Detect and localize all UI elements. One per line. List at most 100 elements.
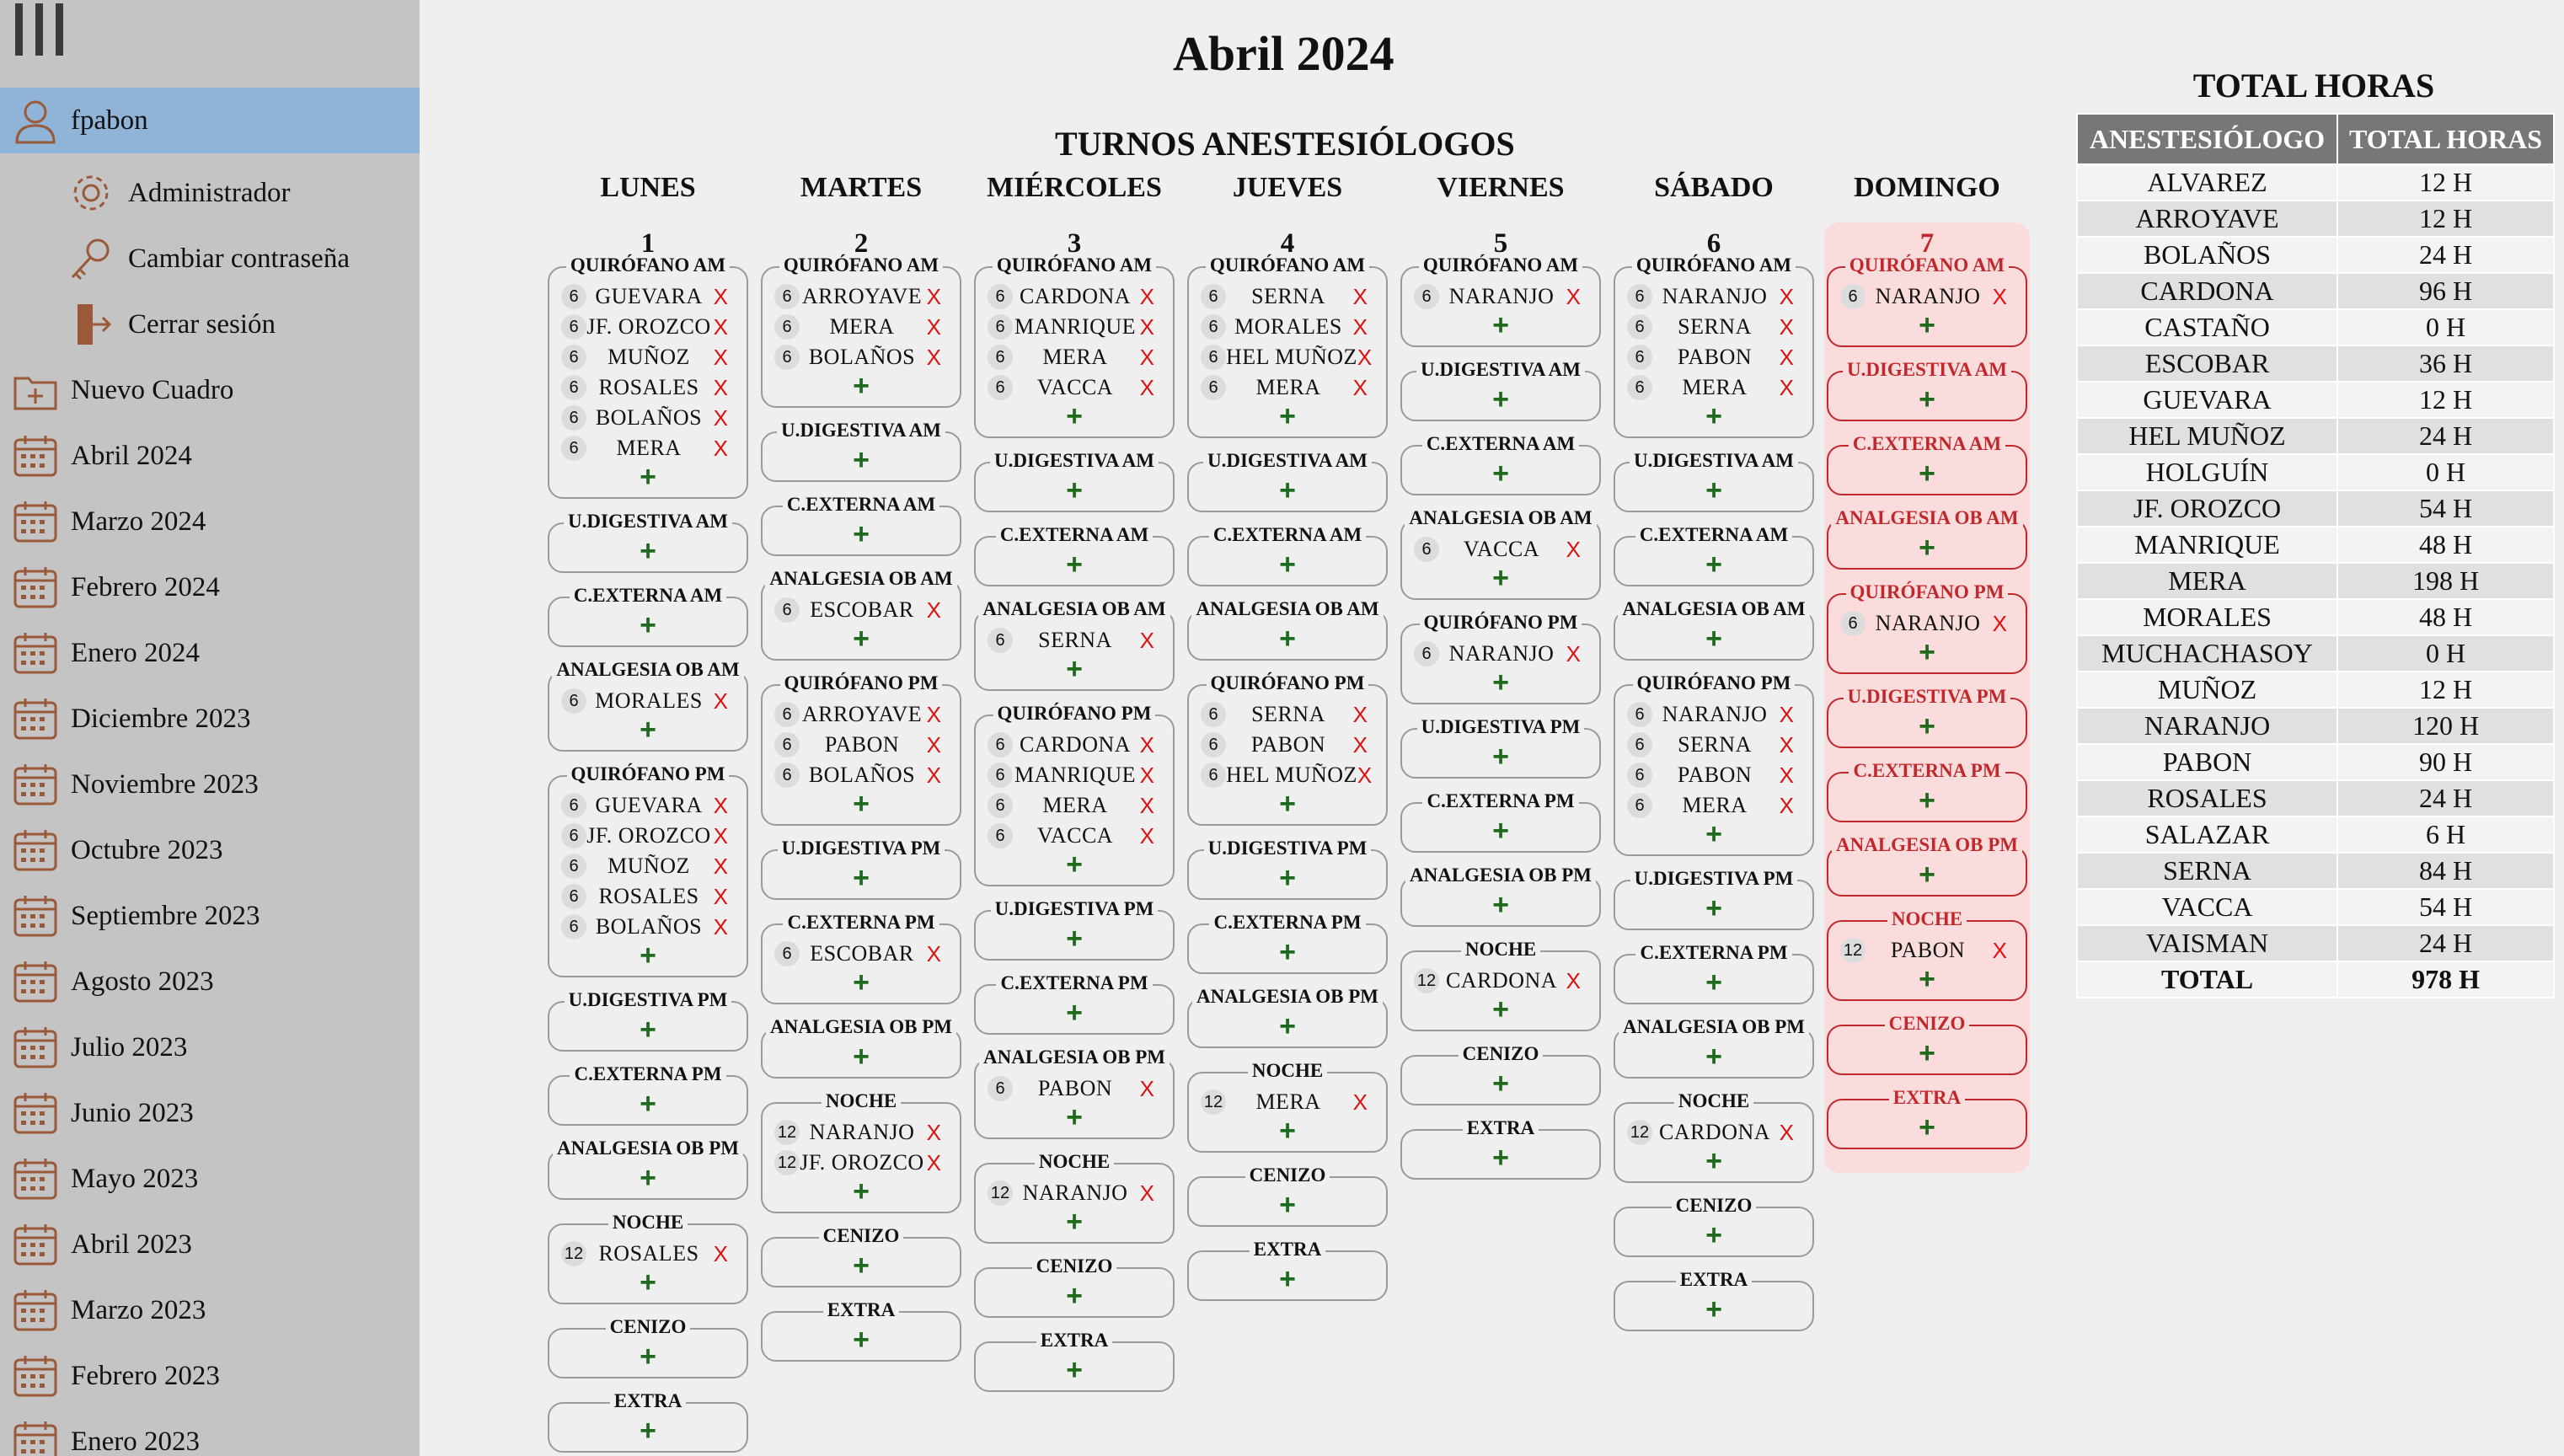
add-assignment-button[interactable]: +	[1705, 1219, 1722, 1251]
remove-assignment-button[interactable]: X	[713, 792, 728, 818]
sidebar-item-month[interactable]: Junio 2023	[0, 1080, 194, 1146]
sidebar-item-logout[interactable]: Cerrar sesión	[0, 292, 276, 357]
remove-assignment-button[interactable]: X	[1139, 792, 1154, 818]
sidebar-item-month[interactable]: Febrero 2023	[0, 1343, 220, 1409]
remove-assignment-button[interactable]: X	[713, 822, 728, 848]
add-assignment-button[interactable]: +	[640, 461, 656, 493]
sidebar-item-month[interactable]: Febrero 2024	[0, 554, 220, 620]
remove-assignment-button[interactable]: X	[1352, 1089, 1368, 1115]
add-assignment-button[interactable]: +	[640, 1088, 656, 1120]
remove-assignment-button[interactable]: X	[1139, 1180, 1154, 1206]
add-assignment-button[interactable]: +	[1705, 1293, 1722, 1325]
add-assignment-button[interactable]: +	[853, 1324, 870, 1356]
add-assignment-button[interactable]: +	[640, 1341, 656, 1373]
remove-assignment-button[interactable]: X	[1357, 762, 1373, 788]
add-assignment-button[interactable]: +	[640, 1014, 656, 1046]
remove-assignment-button[interactable]: X	[1566, 283, 1581, 309]
add-assignment-button[interactable]: +	[1279, 788, 1296, 820]
sidebar-item-gear[interactable]: Administrador	[0, 160, 290, 226]
sidebar-item-month[interactable]: Abril 2023	[0, 1212, 192, 1277]
add-assignment-button[interactable]: +	[1919, 963, 1935, 995]
add-assignment-button[interactable]: +	[1919, 532, 1935, 564]
sidebar-item-month[interactable]: Marzo 2023	[0, 1277, 206, 1343]
add-assignment-button[interactable]: +	[1066, 1354, 1083, 1386]
add-assignment-button[interactable]: +	[1279, 1263, 1296, 1295]
add-assignment-button[interactable]: +	[1705, 818, 1722, 850]
remove-assignment-button[interactable]: X	[1139, 822, 1154, 848]
add-assignment-button[interactable]: +	[1705, 966, 1722, 998]
remove-assignment-button[interactable]: X	[1992, 610, 2007, 636]
add-assignment-button[interactable]: +	[1919, 458, 1935, 490]
add-assignment-button[interactable]: +	[853, 788, 870, 820]
add-assignment-button[interactable]: +	[853, 518, 870, 550]
remove-assignment-button[interactable]: X	[1139, 731, 1154, 757]
remove-assignment-button[interactable]: X	[926, 762, 941, 788]
remove-assignment-button[interactable]: X	[926, 731, 941, 757]
remove-assignment-button[interactable]: X	[1779, 374, 1794, 400]
remove-assignment-button[interactable]: X	[926, 283, 941, 309]
remove-assignment-button[interactable]: X	[1139, 374, 1154, 400]
remove-assignment-button[interactable]: X	[926, 701, 941, 727]
add-assignment-button[interactable]: +	[1279, 400, 1296, 432]
add-assignment-button[interactable]: +	[1279, 474, 1296, 506]
add-assignment-button[interactable]: +	[1492, 889, 1509, 921]
remove-assignment-button[interactable]: X	[1779, 1119, 1794, 1145]
remove-assignment-button[interactable]: X	[1779, 792, 1794, 818]
remove-assignment-button[interactable]: X	[1357, 344, 1373, 370]
sidebar-item-month[interactable]: Marzo 2024	[0, 489, 206, 554]
add-assignment-button[interactable]: +	[640, 714, 656, 746]
sidebar-item-month[interactable]: Enero 2023	[0, 1409, 200, 1456]
add-assignment-button[interactable]: +	[1066, 474, 1083, 506]
add-assignment-button[interactable]: +	[1279, 623, 1296, 655]
remove-assignment-button[interactable]: X	[1566, 536, 1581, 562]
add-assignment-button[interactable]: +	[853, 370, 870, 402]
add-assignment-button[interactable]: +	[1279, 1010, 1296, 1042]
add-assignment-button[interactable]: +	[640, 1162, 656, 1194]
add-assignment-button[interactable]: +	[853, 1175, 870, 1207]
add-assignment-button[interactable]: +	[640, 535, 656, 567]
add-assignment-button[interactable]: +	[1279, 862, 1296, 894]
remove-assignment-button[interactable]: X	[1139, 344, 1154, 370]
add-assignment-button[interactable]: +	[640, 939, 656, 972]
add-assignment-button[interactable]: +	[1066, 1206, 1083, 1238]
add-assignment-button[interactable]: +	[853, 623, 870, 655]
add-assignment-button[interactable]: +	[1066, 1280, 1083, 1312]
add-assignment-button[interactable]: +	[1492, 383, 1509, 415]
remove-assignment-button[interactable]: X	[1352, 283, 1368, 309]
add-assignment-button[interactable]: +	[1919, 784, 1935, 816]
add-assignment-button[interactable]: +	[1066, 1101, 1083, 1133]
remove-assignment-button[interactable]: X	[713, 404, 728, 431]
add-assignment-button[interactable]: +	[1066, 923, 1083, 955]
remove-assignment-button[interactable]: X	[926, 344, 941, 370]
remove-assignment-button[interactable]: X	[1352, 374, 1368, 400]
remove-assignment-button[interactable]: X	[713, 853, 728, 879]
add-assignment-button[interactable]: +	[1279, 549, 1296, 581]
add-assignment-button[interactable]: +	[853, 444, 870, 476]
add-assignment-button[interactable]: +	[1492, 741, 1509, 773]
sidebar-item-month[interactable]: Mayo 2023	[0, 1146, 198, 1212]
add-assignment-button[interactable]: +	[1705, 623, 1722, 655]
add-assignment-button[interactable]: +	[1492, 993, 1509, 1025]
sidebar-item-month[interactable]: Diciembre 2023	[0, 686, 251, 752]
add-assignment-button[interactable]: +	[853, 966, 870, 998]
add-assignment-button[interactable]: +	[1919, 1111, 1935, 1143]
sidebar-item-month[interactable]: Noviembre 2023	[0, 752, 259, 817]
sidebar-item-month[interactable]: Agosto 2023	[0, 949, 214, 1014]
add-assignment-button[interactable]: +	[1492, 666, 1509, 699]
add-assignment-button[interactable]: +	[1705, 474, 1722, 506]
remove-assignment-button[interactable]: X	[713, 344, 728, 370]
add-assignment-button[interactable]: +	[640, 1415, 656, 1447]
remove-assignment-button[interactable]: X	[713, 688, 728, 714]
add-assignment-button[interactable]: +	[1919, 710, 1935, 742]
remove-assignment-button[interactable]: X	[1139, 283, 1154, 309]
add-assignment-button[interactable]: +	[1492, 562, 1509, 594]
add-assignment-button[interactable]: +	[1492, 1068, 1509, 1100]
remove-assignment-button[interactable]: X	[1992, 283, 2007, 309]
remove-assignment-button[interactable]: X	[1779, 283, 1794, 309]
remove-assignment-button[interactable]: X	[713, 435, 728, 461]
remove-assignment-button[interactable]: X	[1566, 967, 1581, 993]
sidebar-item-month[interactable]: Julio 2023	[0, 1014, 187, 1080]
menu-toggle-icon[interactable]	[15, 3, 67, 57]
sidebar-item-key[interactable]: Cambiar contraseña	[0, 226, 350, 292]
sidebar-user[interactable]: fpabon	[0, 88, 420, 153]
